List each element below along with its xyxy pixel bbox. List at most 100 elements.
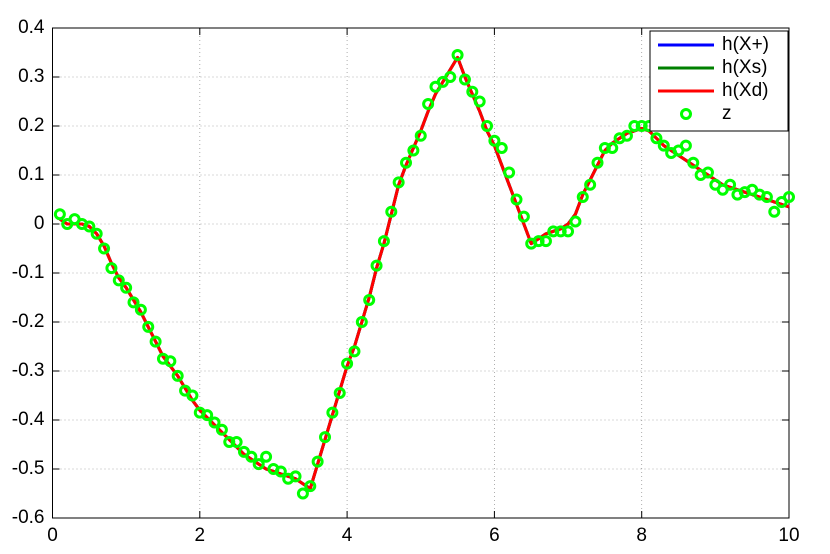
data-point [606, 142, 619, 155]
data-point [679, 139, 692, 152]
data-point [628, 120, 641, 132]
data-point [83, 220, 96, 233]
x-tick-label: 0 [47, 525, 58, 546]
data-point [768, 205, 781, 218]
data-point [569, 215, 582, 228]
y-tick-label: 0.3 [18, 66, 44, 87]
data-point [215, 423, 228, 436]
x-tick-label: 4 [342, 525, 353, 546]
data-point [252, 458, 265, 471]
data-point [326, 406, 339, 419]
legend-label: h(X+) [722, 34, 769, 55]
data-point [517, 210, 530, 223]
data-point [319, 431, 332, 444]
y-tick-label: 0.4 [18, 17, 45, 38]
data-point [724, 178, 737, 191]
data-point [377, 235, 390, 248]
legend-swatch [680, 108, 692, 120]
data-point [701, 166, 714, 179]
data-point [539, 235, 552, 248]
y-tick-label: 0.2 [18, 115, 44, 136]
data-point [304, 480, 317, 493]
axes-box [52, 27, 790, 519]
data-point [363, 293, 376, 306]
data-point [333, 387, 346, 400]
y-tick-label: -0.3 [12, 360, 45, 381]
data-point [620, 129, 633, 142]
legend-label: z [722, 103, 732, 124]
data-point [171, 369, 184, 382]
data-point [400, 156, 413, 169]
data-point [348, 345, 361, 358]
data-point [186, 389, 199, 402]
data-point [208, 416, 221, 429]
data-point [598, 142, 611, 155]
data-point [503, 166, 516, 179]
data-point [311, 455, 324, 468]
y-tick-label: -0.6 [12, 507, 45, 528]
y-tick-label: -0.4 [12, 409, 45, 430]
data-point [466, 85, 479, 98]
data-point [783, 191, 795, 204]
y-tick-label: 0.1 [18, 164, 44, 185]
legend-label: h(Xd) [722, 80, 768, 101]
data-point [112, 274, 125, 287]
data-point [134, 303, 147, 316]
data-point [547, 225, 560, 238]
data-point [392, 176, 405, 189]
data-point [562, 225, 575, 238]
data-point [510, 193, 523, 206]
data-point [370, 259, 383, 272]
x-tick-label: 2 [195, 525, 206, 546]
y-tick-label: -0.5 [12, 458, 45, 479]
data-point [414, 129, 427, 142]
x-tick-label: 6 [489, 525, 500, 546]
data-point [260, 450, 273, 463]
data-point [296, 487, 309, 500]
data-point [341, 357, 354, 370]
data-point [444, 71, 457, 83]
data-point [422, 97, 435, 110]
data-point [591, 156, 604, 169]
data-point [473, 95, 486, 108]
data-point [142, 320, 155, 333]
data-point [289, 470, 302, 483]
data-point [120, 281, 133, 294]
data-point [223, 436, 236, 449]
data-point [635, 120, 648, 132]
data-point [149, 335, 162, 348]
data-point [584, 178, 597, 191]
data-point [355, 316, 368, 328]
data-point [407, 144, 420, 157]
data-point [230, 436, 243, 449]
legend-box [649, 30, 789, 132]
y-tick-label: -0.1 [12, 262, 45, 283]
data-point [650, 132, 663, 145]
data-point [554, 225, 567, 238]
data-point [105, 262, 118, 275]
x-tick-label: 8 [636, 525, 647, 546]
data-point [451, 48, 464, 61]
data-point [245, 450, 258, 463]
data-point [385, 205, 398, 218]
data-point [201, 409, 214, 422]
legend-label: h(Xs) [722, 57, 767, 78]
x-tick-label: 10 [778, 525, 799, 546]
data-point [532, 235, 545, 248]
data-point [488, 134, 501, 147]
data-point [90, 227, 103, 240]
data-point [657, 139, 670, 152]
data-point [495, 142, 508, 155]
data-point [164, 355, 177, 368]
data-point [576, 191, 589, 204]
y-tick-label: 0 [34, 213, 45, 234]
data-point [98, 242, 111, 255]
data-point [481, 120, 494, 132]
data-point [687, 156, 700, 169]
legend: h(X+)h(Xs)h(Xd)z [649, 30, 789, 132]
data-point [53, 208, 66, 221]
data-point [458, 73, 471, 86]
data-point [274, 465, 287, 478]
data-point [127, 296, 140, 309]
